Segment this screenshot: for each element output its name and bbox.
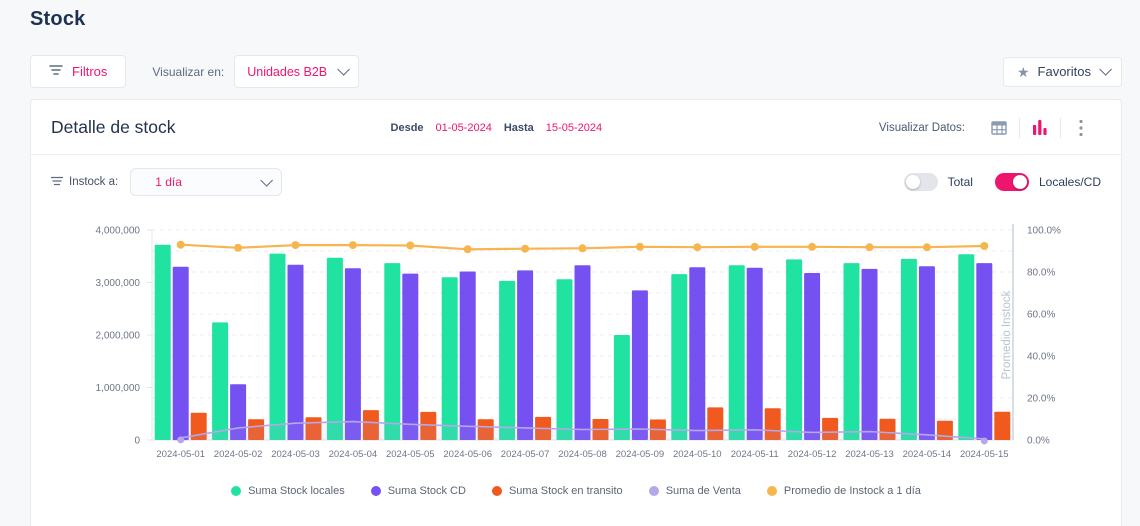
- legend-dot-icon: [371, 486, 381, 496]
- visualizar-en-label: Visualizar en:: [152, 65, 224, 79]
- svg-text:2024-05-06: 2024-05-06: [443, 449, 492, 460]
- controls-row: Instock a: 1 día Total Locales/CD: [31, 155, 1121, 206]
- desde-label: Desde: [391, 122, 424, 134]
- svg-text:0.0%: 0.0%: [1027, 436, 1050, 447]
- legend-label: Suma Stock en transito: [509, 485, 623, 497]
- svg-text:2,000,000: 2,000,000: [96, 331, 141, 342]
- legend-item[interactable]: Promedio de Instock a 1 día: [767, 485, 921, 497]
- legend-label: Suma Stock locales: [248, 485, 345, 497]
- toggle-locales-cd-label: Locales/CD: [1039, 175, 1101, 189]
- svg-text:20.0%: 20.0%: [1027, 394, 1055, 405]
- toggle-total-label: Total: [948, 175, 973, 189]
- svg-text:2024-05-07: 2024-05-07: [501, 449, 550, 460]
- toggle-total-switch[interactable]: [904, 173, 938, 191]
- legend-item[interactable]: Suma Stock CD: [371, 485, 466, 497]
- instock-select[interactable]: 1 día: [130, 168, 282, 196]
- svg-text:4,000,000: 4,000,000: [96, 226, 141, 237]
- chart-legend: Suma Stock locales Suma Stock CD Suma Stoc…: [51, 485, 1101, 497]
- svg-text:2024-05-15: 2024-05-15: [960, 449, 1009, 460]
- filtros-button[interactable]: Filtros: [30, 55, 126, 88]
- visualizar-datos-label: Visualizar Datos:: [879, 122, 965, 134]
- date-range: Desde 01-05-2024 Hasta 15-05-2024: [391, 122, 603, 134]
- svg-text:2024-05-08: 2024-05-08: [558, 449, 607, 460]
- legend-label: Suma Stock CD: [388, 485, 466, 497]
- toolbar: Filtros Visualizar en: Unidades B2B ★ Fa…: [30, 55, 1122, 88]
- card-header: Detalle de stock Desde 01-05-2024 Hasta …: [31, 100, 1121, 154]
- legend-item[interactable]: Suma de Venta: [649, 485, 741, 497]
- legend-label: Suma de Venta: [666, 485, 741, 497]
- chevron-down-icon: [337, 63, 350, 76]
- svg-text:Promedio Instock: Promedio Instock: [1001, 290, 1013, 379]
- stock-chart: 4,000,000 3,000,000 2,000,000 1,000,000 0 100…: [51, 212, 1101, 470]
- svg-text:2024-05-01: 2024-05-01: [156, 449, 205, 460]
- svg-text:2024-05-11: 2024-05-11: [731, 449, 779, 460]
- toggle-locales-cd[interactable]: Locales/CD: [995, 173, 1101, 191]
- legend-dot-icon: [649, 486, 659, 496]
- chevron-down-icon: [260, 174, 273, 187]
- svg-text:2024-05-10: 2024-05-10: [673, 449, 722, 460]
- svg-text:3,000,000: 3,000,000: [96, 278, 141, 289]
- instock-filter: Instock a:: [51, 176, 118, 189]
- svg-text:1,000,000: 1,000,000: [96, 383, 141, 394]
- star-icon: ★: [1017, 65, 1030, 79]
- kebab-menu-icon[interactable]: [1061, 120, 1101, 136]
- view-toggles: Total Locales/CD: [904, 173, 1101, 191]
- svg-text:80.0%: 80.0%: [1027, 268, 1055, 279]
- chevron-down-icon: [1099, 63, 1112, 76]
- visualizar-datos: Visualizar Datos:: [879, 118, 1101, 138]
- desde-value[interactable]: 01-05-2024: [436, 122, 492, 134]
- filtros-label: Filtros: [72, 64, 107, 79]
- favoritos-button[interactable]: ★ Favoritos: [1003, 57, 1122, 87]
- legend-dot-icon: [231, 486, 241, 496]
- svg-text:2024-05-09: 2024-05-09: [616, 449, 665, 460]
- legend-dot-icon: [492, 486, 502, 496]
- svg-text:40.0%: 40.0%: [1027, 352, 1055, 363]
- chart-area: 4,000,000 3,000,000 2,000,000 1,000,000 0 100…: [31, 206, 1121, 497]
- svg-text:2024-05-02: 2024-05-02: [214, 449, 263, 460]
- page: Stock Filtros Visualizar en: Unidades B2…: [0, 0, 1140, 526]
- filter-icon: [51, 176, 63, 189]
- legend-label: Promedio de Instock a 1 día: [784, 485, 921, 497]
- table-view-icon[interactable]: [979, 120, 1019, 136]
- svg-text:2024-05-12: 2024-05-12: [788, 449, 837, 460]
- unidades-value: Unidades B2B: [247, 65, 327, 79]
- legend-dot-icon: [767, 486, 777, 496]
- svg-text:2024-05-14: 2024-05-14: [903, 449, 952, 460]
- svg-text:2024-05-13: 2024-05-13: [845, 449, 894, 460]
- instock-value: 1 día: [155, 175, 182, 189]
- unidades-dropdown[interactable]: Unidades B2B: [234, 55, 359, 88]
- legend-item[interactable]: Suma Stock locales: [231, 485, 345, 497]
- svg-text:100.0%: 100.0%: [1027, 226, 1061, 237]
- card-title: Detalle de stock: [51, 117, 176, 138]
- bar-chart-view-icon[interactable]: [1020, 120, 1060, 135]
- svg-text:2024-05-05: 2024-05-05: [386, 449, 435, 460]
- toggle-total[interactable]: Total: [904, 173, 973, 191]
- filter-icon: [49, 63, 63, 81]
- svg-text:2024-05-04: 2024-05-04: [329, 449, 378, 460]
- toggle-locales-cd-switch[interactable]: [995, 173, 1029, 191]
- page-title: Stock: [30, 0, 1122, 31]
- svg-text:2024-05-03: 2024-05-03: [271, 449, 320, 460]
- hasta-value[interactable]: 15-05-2024: [546, 122, 602, 134]
- detalle-stock-card: Detalle de stock Desde 01-05-2024 Hasta …: [30, 99, 1122, 526]
- svg-text:60.0%: 60.0%: [1027, 310, 1055, 321]
- hasta-label: Hasta: [504, 122, 534, 134]
- instock-label: Instock a:: [69, 176, 118, 188]
- favoritos-label: Favoritos: [1038, 64, 1091, 79]
- legend-item[interactable]: Suma Stock en transito: [492, 485, 623, 497]
- svg-text:0: 0: [134, 436, 140, 447]
